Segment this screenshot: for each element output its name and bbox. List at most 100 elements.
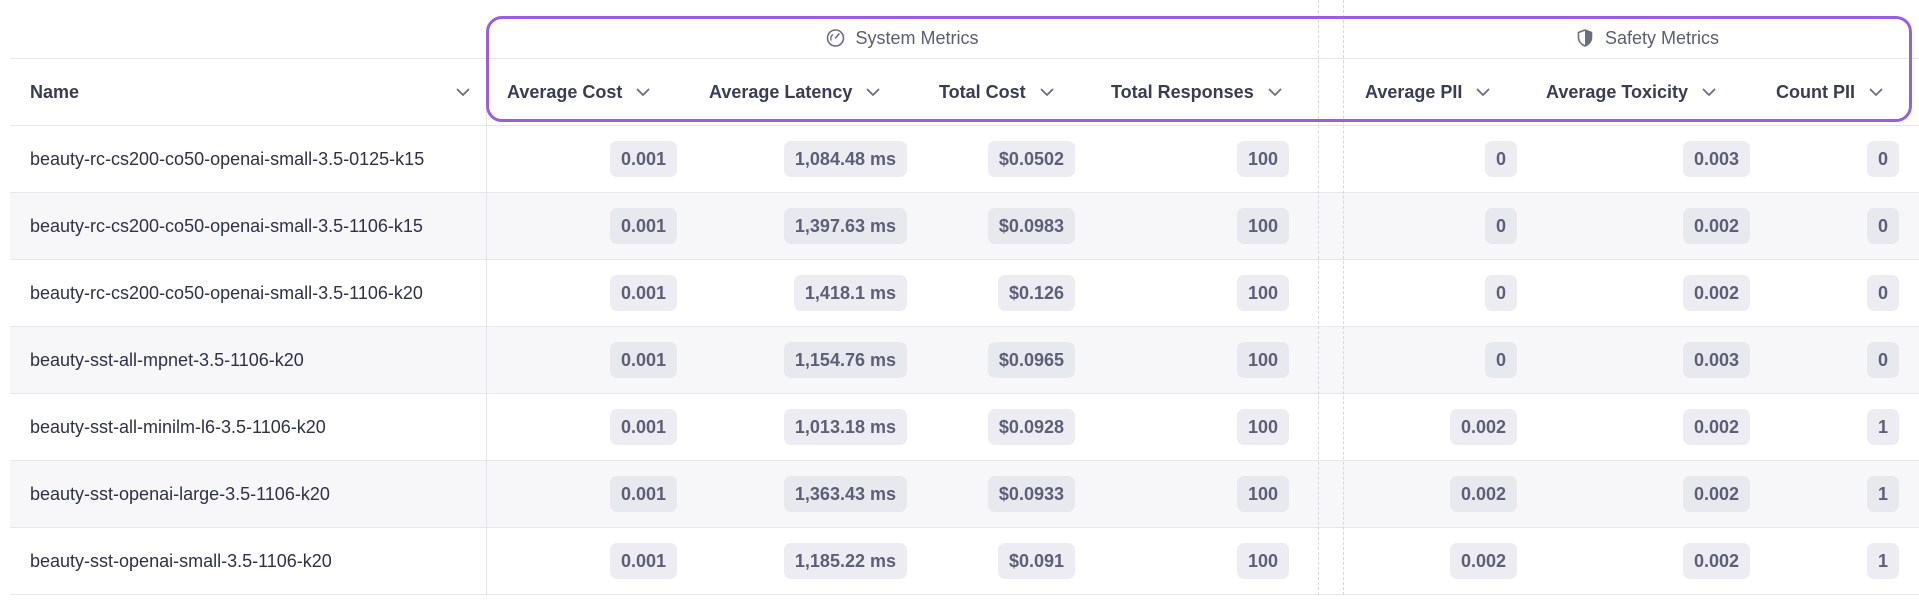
chevron-down-icon[interactable]	[1476, 88, 1490, 97]
table-row[interactable]: beauty-sst-openai-large-3.5-1106-k20 0.0…	[10, 461, 1919, 528]
avg-pii-value: 0.002	[1449, 476, 1517, 512]
table-row[interactable]: beauty-rc-cs200-co50-openai-small-3.5-11…	[10, 260, 1919, 327]
column-label: Total Responses	[1111, 81, 1254, 102]
avg-latency-value: 1,154.76 ms	[783, 342, 907, 378]
chevron-down-icon[interactable]	[1869, 88, 1883, 97]
total-cost-cell: $0.091	[997, 528, 1075, 594]
total-responses-cell: 100	[1236, 461, 1289, 527]
column-header-total-responses[interactable]: Total Responses	[1111, 59, 1282, 125]
avg-cost-value: 0.001	[609, 543, 677, 579]
avg-cost-value: 0.001	[609, 275, 677, 311]
count-pii-value: 0	[1866, 208, 1899, 244]
table-row[interactable]: beauty-rc-cs200-co50-openai-small-3.5-01…	[10, 126, 1919, 193]
count-pii-value: 0	[1866, 275, 1899, 311]
avg-cost-value: 0.001	[609, 141, 677, 177]
column-group-row: System Metrics Safety Metrics	[10, 0, 1919, 58]
total-cost-cell: $0.126	[997, 260, 1075, 326]
avg-latency-cell: 1,084.48 ms	[783, 126, 907, 192]
avg-toxicity-cell: 0.002	[1682, 193, 1750, 259]
system-metrics-label: System Metrics	[855, 27, 979, 48]
row-name: beauty-sst-openai-large-3.5-1106-k20	[30, 483, 330, 504]
avg-latency-cell: 1,013.18 ms	[783, 394, 907, 460]
total-responses-value: 100	[1236, 141, 1289, 177]
count-pii-cell: 0	[1866, 193, 1899, 259]
table-row[interactable]: beauty-rc-cs200-co50-openai-small-3.5-11…	[10, 193, 1919, 260]
count-pii-cell: 0	[1866, 260, 1899, 326]
avg-toxicity-cell: 0.003	[1682, 327, 1750, 393]
avg-toxicity-value: 0.002	[1682, 409, 1750, 445]
gauge-icon	[825, 28, 845, 48]
row-name: beauty-sst-all-mpnet-3.5-1106-k20	[30, 349, 304, 370]
avg-latency-value: 1,397.63 ms	[783, 208, 907, 244]
table-row[interactable]: beauty-sst-openai-small-3.5-1106-k20 0.0…	[10, 528, 1919, 595]
avg-latency-value: 1,013.18 ms	[783, 409, 907, 445]
column-label: Average PII	[1365, 81, 1463, 102]
avg-pii-cell: 0.002	[1449, 528, 1517, 594]
avg-cost-cell: 0.001	[609, 260, 677, 326]
table-body: beauty-rc-cs200-co50-openai-small-3.5-01…	[10, 126, 1919, 595]
avg-cost-cell: 0.001	[609, 126, 677, 192]
avg-toxicity-cell: 0.003	[1682, 126, 1750, 192]
avg-toxicity-value: 0.003	[1682, 342, 1750, 378]
chevron-down-icon[interactable]	[1268, 88, 1282, 97]
column-header-average-latency[interactable]: Average Latency	[709, 59, 880, 125]
total-cost-value: $0.126	[997, 275, 1075, 311]
total-responses-value: 100	[1236, 476, 1289, 512]
table-row[interactable]: beauty-sst-all-mpnet-3.5-1106-k20 0.001 …	[10, 327, 1919, 394]
avg-latency-value: 1,185.22 ms	[783, 543, 907, 579]
avg-toxicity-cell: 0.002	[1682, 260, 1750, 326]
avg-pii-cell: 0	[1484, 193, 1517, 259]
chevron-down-icon[interactable]	[866, 88, 880, 97]
column-header-average-toxicity[interactable]: Average Toxicity	[1546, 59, 1716, 125]
avg-toxicity-cell: 0.002	[1682, 394, 1750, 460]
total-responses-value: 100	[1236, 409, 1289, 445]
avg-latency-cell: 1,363.43 ms	[783, 461, 907, 527]
total-cost-cell: $0.0933	[987, 461, 1075, 527]
column-header-average-pii[interactable]: Average PII	[1365, 59, 1490, 125]
avg-cost-value: 0.001	[609, 208, 677, 244]
avg-latency-value: 1,418.1 ms	[793, 275, 907, 311]
avg-cost-cell: 0.001	[609, 193, 677, 259]
column-label: Average Toxicity	[1546, 81, 1689, 102]
chevron-down-icon[interactable]	[636, 88, 650, 97]
chevron-down-icon[interactable]	[1040, 88, 1054, 97]
column-header-total-cost[interactable]: Total Cost	[939, 59, 1054, 125]
row-name: beauty-sst-openai-small-3.5-1106-k20	[30, 550, 332, 571]
avg-latency-cell: 1,418.1 ms	[793, 260, 907, 326]
column-header-name[interactable]: Name	[30, 59, 470, 125]
total-cost-value: $0.0983	[987, 208, 1075, 244]
column-divider	[486, 58, 487, 595]
chevron-down-icon[interactable]	[456, 88, 470, 97]
avg-toxicity-value: 0.002	[1682, 476, 1750, 512]
avg-pii-value: 0.002	[1449, 543, 1517, 579]
total-responses-cell: 100	[1236, 126, 1289, 192]
avg-toxicity-cell: 0.002	[1682, 528, 1750, 594]
count-pii-value: 0	[1866, 141, 1899, 177]
total-responses-cell: 100	[1236, 193, 1289, 259]
total-responses-cell: 100	[1236, 528, 1289, 594]
avg-toxicity-value: 0.002	[1682, 543, 1750, 579]
row-name: beauty-rc-cs200-co50-openai-small-3.5-11…	[30, 282, 423, 303]
total-responses-cell: 100	[1236, 327, 1289, 393]
total-responses-cell: 100	[1236, 394, 1289, 460]
comparison-table: System Metrics Safety Metrics Name Avera…	[10, 0, 1919, 595]
avg-pii-value: 0	[1484, 141, 1517, 177]
column-label: Total Cost	[939, 81, 1026, 102]
count-pii-value: 1	[1866, 409, 1899, 445]
total-cost-value: $0.091	[997, 543, 1075, 579]
row-name: beauty-sst-all-minilm-l6-3.5-1106-k20	[30, 416, 326, 437]
avg-pii-value: 0	[1484, 275, 1517, 311]
shield-icon	[1575, 28, 1595, 48]
avg-pii-value: 0.002	[1449, 409, 1517, 445]
count-pii-value: 1	[1866, 476, 1899, 512]
total-cost-value: $0.0502	[987, 141, 1075, 177]
avg-pii-cell: 0	[1484, 126, 1517, 192]
chevron-down-icon[interactable]	[1702, 88, 1716, 97]
total-cost-cell: $0.0965	[987, 327, 1075, 393]
column-header-count-pii[interactable]: Count PII	[1776, 59, 1883, 125]
group-divider	[1318, 0, 1320, 595]
table-row[interactable]: beauty-sst-all-minilm-l6-3.5-1106-k20 0.…	[10, 394, 1919, 461]
column-header-average-cost[interactable]: Average Cost	[507, 59, 650, 125]
avg-pii-value: 0	[1484, 342, 1517, 378]
